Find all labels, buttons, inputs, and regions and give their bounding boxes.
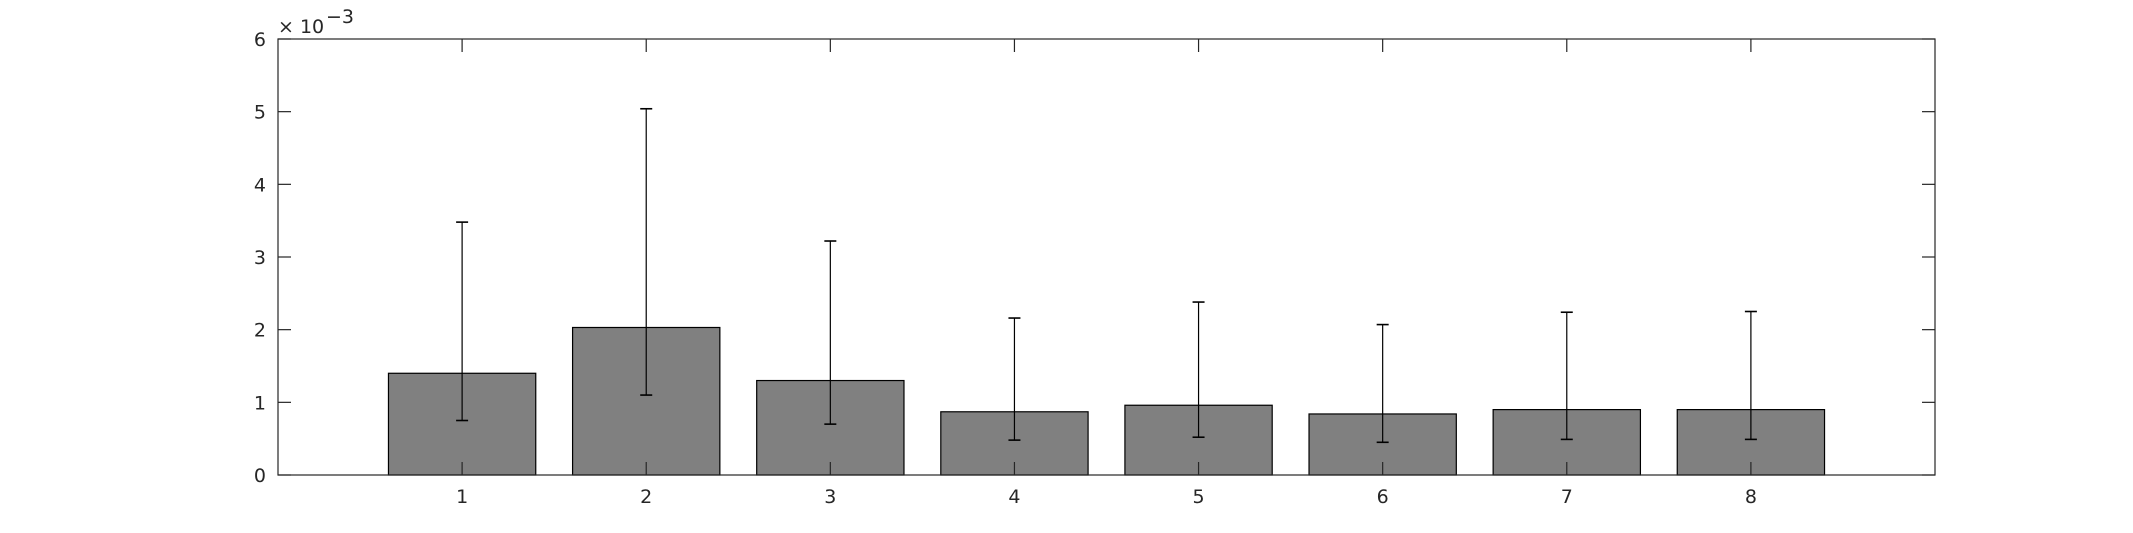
x-tick-label-2: 2 [640,486,652,508]
x-tick-label-5: 5 [1193,486,1205,508]
x-tick-label-1: 1 [456,486,468,508]
y-exponent-base: × 10 [278,16,324,38]
y-tick-label-2: 2 [254,320,266,342]
tick-labels-layer: 1 2 3 4 5 6 7 8 0 1 2 3 4 5 6 [254,29,1757,508]
y-tick-label-6: 6 [254,29,266,51]
y-tick-label-0: 0 [254,465,266,487]
y-exponent-power: −3 [326,6,354,28]
error-bars-layer [456,107,1757,444]
axes-layer [277,38,1936,476]
y-tick-label-3: 3 [254,247,266,269]
y-tick-label-1: 1 [254,392,266,414]
x-tick-label-8: 8 [1745,486,1757,508]
bars-layer [387,326,1826,476]
y-tick-label-5: 5 [254,102,266,124]
x-tick-label-7: 7 [1561,486,1573,508]
y-tick-label-4: 4 [254,174,266,196]
x-tick-label-6: 6 [1377,486,1389,508]
x-tick-label-3: 3 [824,486,836,508]
x-tick-label-4: 4 [1008,486,1020,508]
